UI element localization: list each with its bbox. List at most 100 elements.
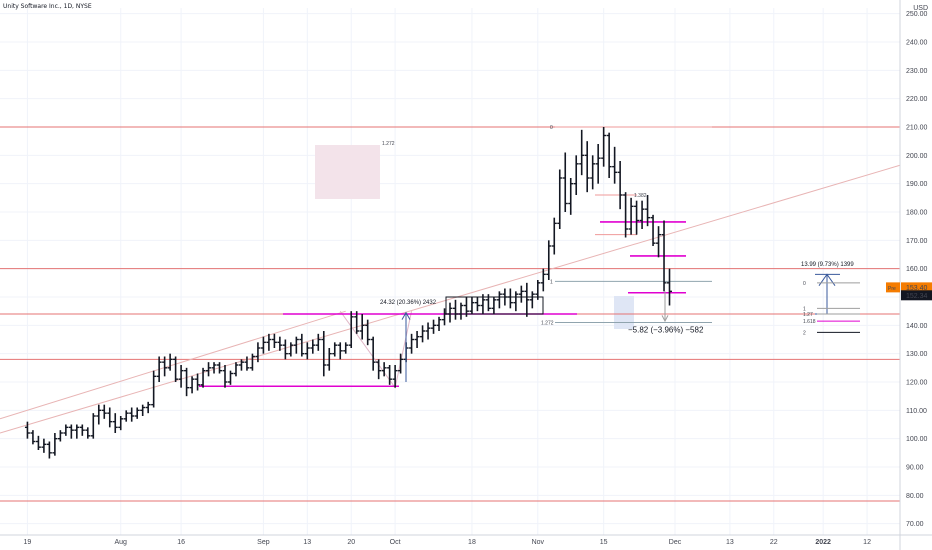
- ohlc-bar: [518, 285, 524, 303]
- ohlc-bar: [85, 427, 91, 439]
- ohlc-bar: [101, 404, 107, 419]
- ohlc-bar: [645, 195, 651, 227]
- annotations-layer: 24.32 (20.36%) 2432 −5.82 (−3.96%) −582 13…: [380, 262, 860, 382]
- x-tick-label: 13: [303, 539, 311, 546]
- x-tick-label: 16: [177, 539, 185, 546]
- ohlc-bar: [634, 200, 640, 235]
- ohlc-bar: [458, 302, 464, 320]
- ohlc-bar: [41, 438, 47, 453]
- ohlc-bars: [24, 127, 673, 459]
- ohlc-bar: [189, 376, 195, 394]
- chart-title: Unity Software Inc., 1D, NYSE: [3, 3, 92, 10]
- x-tick-label: 2022: [815, 539, 831, 546]
- ohlc-bar: [524, 282, 530, 317]
- x-tick-label: 12: [863, 539, 871, 546]
- ohlc-bar: [348, 311, 354, 348]
- ohlc-bar: [211, 362, 217, 374]
- ohlc-bar: [129, 407, 135, 422]
- range-measure-label: 24.32 (20.36%) 2432: [380, 300, 437, 306]
- ohlc-bar: [540, 268, 546, 292]
- ohlc-bar: [249, 353, 255, 371]
- ohlc-bar: [463, 297, 469, 317]
- ohlc-bar: [513, 291, 519, 312]
- projection-fib-label: 2: [803, 330, 806, 336]
- ohlc-bar: [650, 214, 656, 246]
- projection-fib-label: 0: [803, 281, 806, 287]
- ohlc-bar: [546, 240, 552, 280]
- y-tick-label: 180.00: [906, 210, 928, 217]
- projection-label: 13.99 (9.73%) 1399: [801, 262, 854, 268]
- ohlc-bar: [96, 404, 102, 425]
- ohlc-bar: [425, 322, 431, 340]
- ohlc-bar: [370, 336, 376, 371]
- projection-fib-label: 1.618: [803, 319, 816, 325]
- price-tag-prefix: [886, 282, 900, 293]
- ohlc-bar: [244, 356, 250, 371]
- ohlc-bar: [167, 353, 173, 371]
- time-axis[interactable]: 19 Aug 16 Sep 13 20 Oct 18 Nov 15 Dec 13 22 2022 12: [0, 534, 932, 546]
- ohlc-bar: [595, 144, 601, 184]
- y-tick-label: 140.00: [906, 323, 928, 330]
- price-tag-value: 153.40: [906, 285, 928, 292]
- ohlc-bar: [485, 294, 491, 312]
- ohlc-bar: [447, 302, 453, 323]
- ohlc-bar: [277, 336, 283, 351]
- price-tag-value: 152.34: [906, 293, 928, 300]
- y-tick-label: 70.00: [906, 521, 924, 528]
- ohlc-bar: [233, 362, 239, 377]
- ohlc-bar: [299, 333, 305, 357]
- ohlc-bar: [398, 353, 404, 374]
- ohlc-bar: [107, 407, 113, 428]
- ohlc-bar: [326, 348, 332, 371]
- y-tick-label: 130.00: [906, 351, 928, 358]
- ohlc-bar: [282, 339, 288, 360]
- price-axis[interactable]: USD 70.00 80.00 90.00 100.00 110.00 120.00 130.…: [886, 0, 932, 550]
- ohlc-bar: [491, 297, 497, 314]
- ohlc-bar: [628, 197, 634, 235]
- y-tick-label: 220.00: [906, 96, 928, 103]
- x-tick-label: Aug: [114, 539, 127, 546]
- ohlc-bar: [354, 311, 360, 334]
- ohlc-bar: [140, 404, 146, 416]
- ohlc-bar: [381, 362, 387, 377]
- projection-fib-label: 1.27: [803, 312, 813, 318]
- ohlc-bar: [74, 424, 80, 439]
- ohlc-bar: [623, 192, 629, 238]
- ohlc-bar: [57, 430, 63, 442]
- fib-label: 1: [550, 279, 553, 285]
- ohlc-bar: [123, 410, 129, 422]
- ohlc-bar: [535, 280, 541, 300]
- ohlc-bar: [376, 359, 382, 380]
- x-tick-label: Sep: [257, 539, 270, 546]
- ohlc-bar: [200, 367, 206, 388]
- fib-label: 1.272: [541, 321, 554, 327]
- ohlc-bar: [420, 325, 426, 343]
- y-tick-label: 170.00: [906, 238, 928, 245]
- fib-label: 1.382: [634, 193, 647, 199]
- ohlc-bar: [392, 365, 398, 388]
- x-tick-label: 15: [600, 539, 608, 546]
- ohlc-bar: [118, 416, 124, 431]
- ohlc-bar: [601, 127, 607, 167]
- ohlc-bar: [195, 373, 201, 391]
- currency-label: USD: [913, 5, 928, 12]
- y-tick-label: 90.00: [906, 465, 924, 472]
- ohlc-bar: [30, 430, 36, 445]
- ohlc-bar: [178, 365, 184, 388]
- drop-measure-label: −5.82 (−3.96%) −582: [628, 325, 704, 334]
- y-tick-label: 100.00: [906, 436, 928, 443]
- ohlc-bar: [480, 294, 486, 314]
- ohlc-bar: [359, 314, 365, 340]
- ohlc-bar: [52, 433, 58, 456]
- ohlc-bar: [639, 200, 645, 229]
- ohlc-bar: [227, 370, 233, 385]
- ohlc-bar: [90, 413, 96, 439]
- ohlc-bar: [304, 342, 310, 360]
- fib-zone-box: [315, 145, 380, 199]
- x-tick-label: 22: [770, 539, 778, 546]
- projection-fib-label: 1: [803, 306, 806, 312]
- ohlc-bar: [162, 356, 168, 377]
- ohlc-bar: [24, 421, 30, 439]
- y-tick-label: 200.00: [906, 153, 928, 160]
